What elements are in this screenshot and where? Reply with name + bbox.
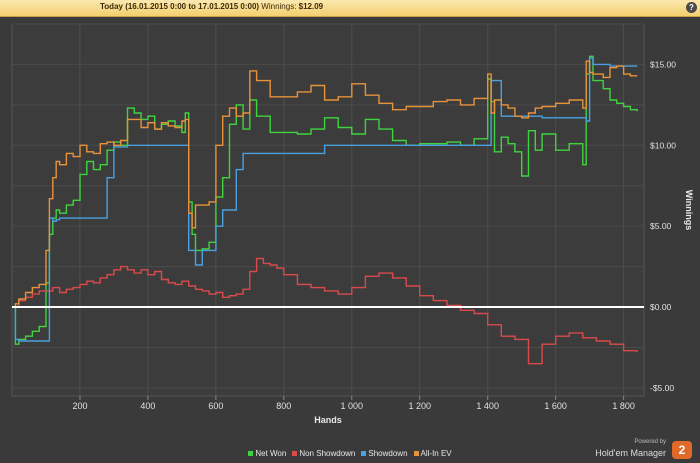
brand-badge: 2: [672, 441, 692, 459]
legend-label: All-In EV: [420, 449, 452, 458]
x-tick-label: 1 200: [408, 401, 431, 411]
legend-item[interactable]: Showdown: [361, 449, 408, 458]
x-tick-label: 1 000: [341, 401, 364, 411]
date-range-label: Today (16.01.2015 0:00 to 17.01.2015 0:0…: [100, 2, 260, 11]
plot-area: [11, 23, 645, 397]
winnings-value: $12.09: [298, 2, 324, 11]
help-icon[interactable]: ?: [686, 2, 697, 13]
y-tick-label: $15.00: [650, 59, 676, 69]
x-tick-label: 600: [208, 401, 223, 411]
header-bar: Today (16.01.2015 0:00 to 17.01.2015 0:0…: [0, 0, 700, 17]
x-tick-label: 800: [276, 401, 291, 411]
series-line-non-showdown: [12, 257, 638, 365]
winnings-label: Winnings:: [261, 2, 297, 11]
legend-item[interactable]: Non Showdown: [292, 449, 355, 458]
series-line-net-won: [12, 55, 638, 345]
brand-name: Hold'em Manager: [595, 448, 666, 458]
x-tick-label: 400: [140, 401, 155, 411]
y-tick-label: $10.00: [650, 140, 676, 150]
brand-logo: Powered by Hold'em Manager 2: [594, 438, 694, 462]
legend-item[interactable]: Net Won: [248, 449, 286, 458]
y-axis-label: Winnings: [684, 190, 694, 230]
legend-item[interactable]: All-In EV: [413, 449, 452, 458]
legend-swatch: [413, 451, 419, 457]
legend-swatch: [292, 451, 298, 457]
x-axis-label: Hands: [314, 415, 342, 425]
y-tick-label: -$5.00: [650, 383, 674, 393]
legend-swatch: [248, 451, 254, 457]
legend-label: Showdown: [368, 449, 408, 458]
x-tick-label: 1 600: [544, 401, 567, 411]
series-line-all-in-ev: [12, 60, 638, 308]
y-tick-label: $0.00: [650, 302, 672, 312]
series-line-showdown: [12, 57, 638, 342]
legend-label: Net Won: [255, 449, 287, 458]
legend-swatch: [361, 451, 367, 457]
x-tick-label: 200: [72, 401, 87, 411]
winnings-chart: 200 400 600 800 1 000 1 200 1 400 1 600 1 800 -$5…: [11, 23, 694, 425]
chart-legend: Net Won Non Showdown Showdown All-In EV: [0, 449, 700, 458]
y-tick-label: $5.00: [650, 221, 672, 231]
legend-label: Non Showdown: [299, 449, 356, 458]
header-info: Today (16.01.2015 0:00 to 17.01.2015 0:0…: [100, 2, 323, 11]
x-tick-label: 1 400: [476, 401, 499, 411]
powered-by-label: Powered by: [634, 439, 666, 445]
x-tick-label: 1 800: [612, 401, 635, 411]
